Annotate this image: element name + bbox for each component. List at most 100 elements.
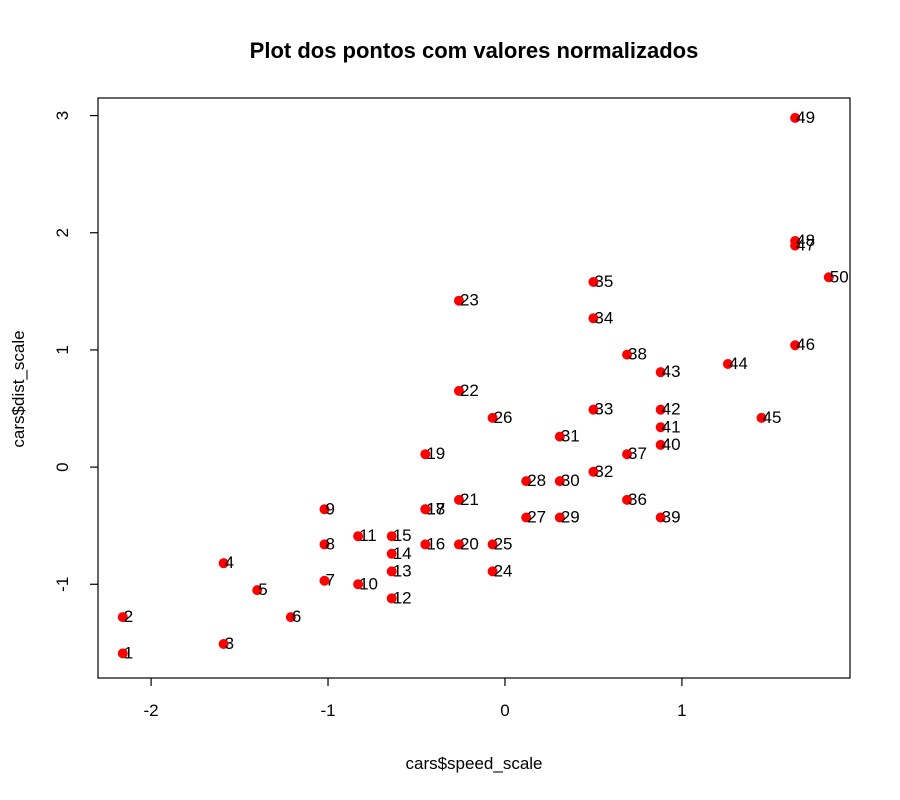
data-point [487, 539, 498, 550]
data-point [588, 313, 599, 324]
data-point-label: 13 [393, 561, 412, 580]
data-point [487, 566, 498, 577]
data-point-label: 36 [628, 490, 647, 509]
data-point-label: 32 [594, 462, 613, 481]
data-point-label: 43 [662, 362, 681, 381]
data-point-label: 24 [494, 561, 513, 580]
data-point [386, 566, 397, 577]
data-point [386, 531, 397, 542]
plot-frame [97, 97, 851, 679]
data-point [453, 494, 464, 505]
data-point [218, 639, 229, 650]
data-point [790, 235, 801, 246]
data-point-label: 10 [359, 574, 378, 593]
data-point [285, 612, 296, 623]
data-points [117, 112, 834, 659]
data-point-label: 9 [325, 499, 334, 518]
data-point [420, 504, 431, 515]
y-axis: -1 0 1 2 3 [53, 111, 98, 592]
y-tick-label: 1 [53, 345, 72, 354]
x-axis: -2 -1 0 1 [144, 678, 687, 720]
data-point [521, 476, 532, 487]
data-point [588, 276, 599, 287]
chart-title: Plot dos pontos com valores normalizados [250, 38, 699, 63]
data-point [117, 648, 128, 659]
x-axis-label: cars$speed_scale [405, 754, 542, 773]
data-point [386, 548, 397, 559]
data-point [487, 412, 498, 423]
data-point [790, 112, 801, 123]
data-point [353, 579, 364, 590]
data-point-label: 37 [628, 444, 647, 463]
data-point-label: 35 [594, 272, 613, 291]
data-point-label: 4 [225, 553, 234, 572]
data-point [622, 449, 633, 460]
data-point-label: 42 [662, 400, 681, 419]
data-point-label: 48 [796, 231, 815, 250]
data-point [622, 349, 633, 360]
data-point-label: 30 [561, 471, 580, 490]
x-tick-label: 0 [500, 701, 509, 720]
data-point [790, 340, 801, 351]
data-point [353, 531, 364, 542]
data-point-label: 18 [426, 499, 445, 518]
data-point-label: 16 [426, 534, 445, 553]
data-point [453, 385, 464, 396]
y-tick-label: 3 [53, 111, 72, 120]
data-point-label: 33 [594, 400, 613, 419]
data-point [554, 431, 565, 442]
data-point [823, 272, 834, 283]
data-point [420, 539, 431, 550]
data-point [453, 539, 464, 550]
data-point-label: 44 [729, 354, 748, 373]
data-point-label: 19 [426, 444, 445, 463]
data-point-label: 28 [527, 471, 546, 490]
data-point [386, 593, 397, 604]
data-point-label: 14 [393, 544, 412, 563]
data-point-label: 21 [460, 490, 479, 509]
data-point [655, 404, 666, 415]
y-tick-label: -1 [53, 577, 72, 592]
data-point-label: 38 [628, 345, 647, 364]
data-point-label: 29 [561, 507, 580, 526]
data-point [655, 367, 666, 378]
data-point-label: 27 [527, 507, 546, 526]
data-point-label: 6 [292, 607, 301, 626]
x-tick-label: -2 [144, 701, 159, 720]
data-point [420, 449, 431, 460]
data-point-label: 45 [763, 408, 782, 427]
data-point-label: 5 [258, 580, 267, 599]
x-tick-label: -1 [320, 701, 335, 720]
data-point [588, 404, 599, 415]
data-point [588, 466, 599, 477]
data-point-label: 11 [359, 526, 377, 545]
data-point-label: 39 [662, 507, 681, 526]
data-point-label: 46 [796, 335, 815, 354]
x-tick-label: 1 [677, 701, 686, 720]
data-point-label: 2 [124, 607, 133, 626]
data-point [622, 494, 633, 505]
data-point-label: 22 [460, 381, 479, 400]
data-point [453, 295, 464, 306]
data-point [722, 358, 733, 369]
data-point [655, 422, 666, 433]
data-point [117, 612, 128, 623]
data-point [756, 412, 767, 423]
data-point-label: 3 [225, 634, 234, 653]
data-point-label: 25 [494, 534, 513, 553]
data-point-label: 50 [830, 267, 849, 286]
data-point-label: 49 [796, 108, 815, 127]
data-point [319, 504, 330, 515]
data-point-label: 47 [796, 236, 815, 255]
data-point [319, 575, 330, 586]
y-axis-label: cars$dist_scale [9, 330, 28, 447]
data-point [655, 439, 666, 450]
data-point [554, 512, 565, 523]
data-point-label: 20 [460, 534, 479, 553]
data-point-label: 7 [325, 571, 334, 590]
data-point-label: 15 [393, 526, 412, 545]
data-point [554, 476, 565, 487]
data-point-label: 34 [594, 308, 613, 327]
data-point [252, 585, 263, 596]
